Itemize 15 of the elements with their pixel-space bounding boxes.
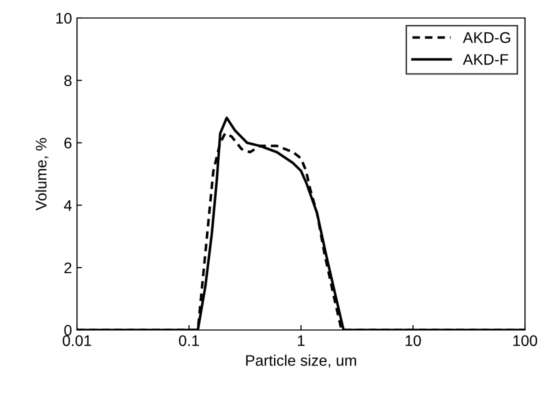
- y-tick-label: 8: [64, 75, 72, 86]
- x-tick-label: 1: [298, 335, 305, 346]
- legend-label: AKD-G: [462, 32, 510, 43]
- x-tick-label: 10: [406, 335, 421, 346]
- y-tick-label: 4: [64, 200, 72, 211]
- x-axis-title: Particle size, um: [246, 354, 356, 368]
- x-tick-label: 0.1: [178, 335, 199, 346]
- x-tick-label: 0.01: [62, 335, 92, 346]
- y-tick-label: 0: [64, 324, 72, 336]
- y-tick-label: 10: [56, 12, 72, 24]
- y-axis-title: Volume, %: [35, 138, 48, 210]
- legend-label: AKD-F: [462, 54, 508, 65]
- y-tick-label: 6: [64, 138, 72, 148]
- y-tick-label: 2: [64, 262, 72, 274]
- x-tick-label: 100: [513, 335, 538, 346]
